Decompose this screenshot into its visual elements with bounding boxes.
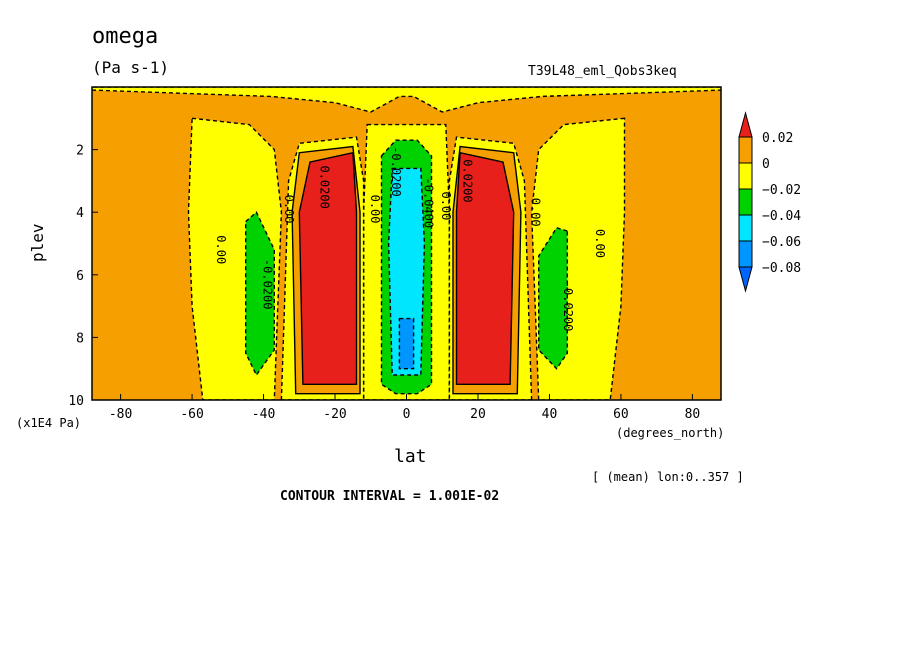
x-tick-label: -20 — [323, 407, 346, 422]
colorbar-bottom-arrow — [738, 266, 753, 293]
contour-region-above_0.02 — [298, 151, 358, 385]
colorbar-segment — [738, 240, 753, 268]
x-tick-label: 20 — [470, 407, 486, 422]
y-tick-label: 2 — [76, 144, 84, 159]
contour-label: 0.0200 — [461, 159, 475, 202]
contour-label: 0.00 — [282, 195, 296, 224]
y-axis-units: (x1E4 Pa) — [16, 416, 82, 430]
contour-label: 0.00 — [214, 235, 228, 264]
y-tick-label: 6 — [76, 269, 84, 284]
contour-region-m0.02_to_0 — [92, 87, 721, 113]
colorbar-label: −0.04 — [762, 209, 801, 224]
colorbar-label: −0.06 — [762, 235, 801, 250]
colorbar-segment — [738, 214, 753, 242]
contour-label: 0.00 — [593, 229, 607, 258]
contour-region-above_0.02 — [455, 151, 515, 385]
y-tick-label: 4 — [76, 206, 84, 221]
chart-title: omega — [92, 24, 159, 49]
chart-units: (Pa s-1) — [92, 58, 170, 77]
x-tick-label: 0 — [403, 407, 411, 422]
contour-region-m0.04_to_m0.02 — [538, 226, 568, 370]
contour-label: -0.0200 — [561, 281, 575, 332]
x-axis-label: lat — [394, 446, 427, 467]
x-tick-label: 40 — [542, 407, 558, 422]
contour-region-m0.04_to_m0.02 — [244, 211, 275, 377]
mean-info: [ (mean) lon:0..357 ] — [592, 470, 744, 484]
x-tick-label: 80 — [685, 407, 701, 422]
colorbar-label: 0.02 — [762, 131, 793, 146]
colorbar-label: 0 — [762, 157, 770, 172]
colorbar-segment — [738, 188, 753, 216]
x-tick-label: 60 — [613, 407, 629, 422]
colorbar-top-arrow — [738, 111, 753, 138]
contour-label: -0.0400 — [421, 178, 435, 229]
contour-label: -0.0200 — [389, 146, 403, 197]
x-axis-units: (degrees_north) — [616, 426, 725, 440]
x-tick-label: -40 — [252, 407, 275, 422]
contour-region-m0.08_to_m0.06 — [398, 317, 415, 370]
colorbar-label: −0.02 — [762, 183, 801, 198]
colorbar-segment — [738, 136, 753, 164]
x-tick-label: -60 — [180, 407, 203, 422]
y-tick-label: 8 — [76, 331, 84, 346]
run-name: T39L48_eml_Qobs3keq — [528, 64, 677, 79]
contour-fills — [92, 87, 721, 400]
contour-label: 0.00 — [368, 195, 382, 224]
contour-interval: CONTOUR INTERVAL = 1.001E-02 — [280, 489, 500, 504]
contour-label: 0.0200 — [318, 165, 332, 208]
x-tick-label: -80 — [109, 407, 132, 422]
contour-label: -0.0200 — [261, 259, 275, 310]
contour-label: 0.00 — [439, 191, 453, 220]
y-tick-label: 10 — [68, 394, 84, 409]
colorbar-segment — [738, 162, 753, 190]
contour-region-m0.06_to_m0.04 — [387, 167, 426, 376]
contour-label: 0.00 — [529, 198, 543, 227]
colorbar-label: −0.08 — [762, 261, 801, 276]
